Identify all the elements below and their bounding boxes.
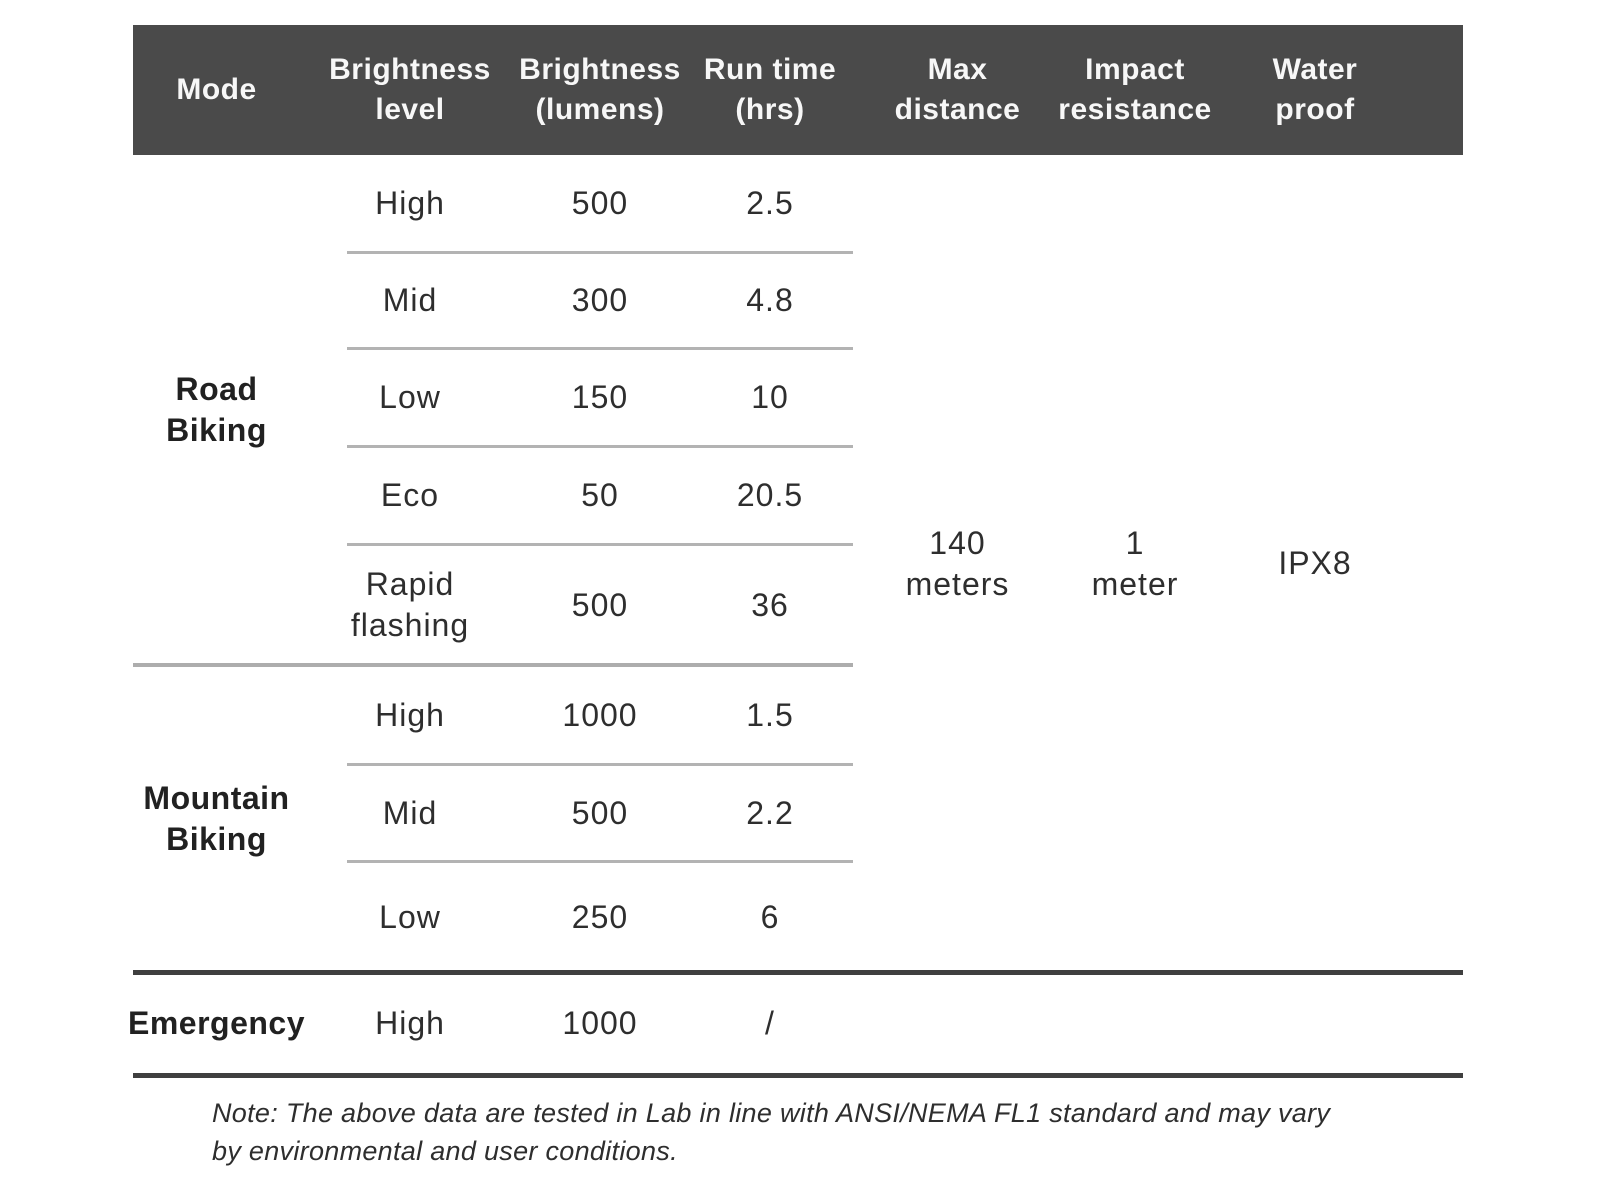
cell-impact-resistance: 1 meter [1091, 524, 1179, 602]
cell-run-time: 1.5 [746, 696, 794, 733]
header-cell-impact-resistance: Impact resistance [1058, 53, 1212, 126]
cell-level: High [375, 696, 445, 733]
spec-table: Mode Brightness level Brightness (lumens… [127, 25, 1463, 1078]
mode-label-road-biking: Road Biking [166, 371, 267, 448]
header-cell-brightness-level: Brightness level [329, 53, 491, 126]
cell-level: Mid [382, 281, 438, 318]
cell-level: Rapid flashing [350, 566, 470, 643]
group-divider [133, 663, 853, 667]
heavy-rule-top [133, 970, 1463, 975]
cell-lumens: 150 [571, 378, 629, 415]
cell-water-proof: IPX8 [1278, 545, 1352, 581]
row-divider [347, 543, 853, 546]
cell-level: Eco [380, 477, 440, 513]
table-header-row: Mode Brightness level Brightness (lumens… [133, 25, 1463, 155]
cell-lumens: 500 [571, 586, 629, 623]
cell-run-time: 4.8 [746, 281, 794, 318]
cell-lumens: 1000 [562, 696, 638, 733]
mode-label-emergency: Emergency [127, 1005, 306, 1041]
footnote: Note: The above data are tested in Lab i… [212, 1098, 1331, 1166]
mode-label-mountain-biking: Mountain Biking [143, 779, 290, 857]
heavy-rule-bottom [133, 1073, 1463, 1078]
table-body: Road Biking Mountain Biking Emergency Hi… [127, 155, 1463, 1078]
cell-lumens: 300 [571, 281, 629, 318]
cell-run-time: 6 [760, 898, 780, 935]
row-divider [347, 347, 853, 350]
cell-run-time: 36 [751, 586, 789, 623]
cell-level: Low [379, 898, 441, 935]
header-cell-brightness-lumens: Brightness (lumens) [519, 53, 681, 126]
cell-level: Low [379, 378, 441, 415]
cell-level: Mid [382, 795, 438, 831]
cell-run-time: 10 [751, 378, 789, 415]
cell-lumens: 500 [571, 795, 629, 831]
cell-run-time: 20.5 [736, 477, 804, 513]
header-cell-run-time: Run time (hrs) [703, 53, 837, 126]
header-cell-max-distance: Max distance [894, 53, 1021, 126]
cell-run-time: / [765, 1005, 775, 1041]
cell-lumens: 500 [571, 185, 629, 221]
cell-run-time: 2.2 [746, 795, 794, 831]
cell-level: High [375, 1005, 445, 1041]
header-cell-mode: Mode [176, 73, 257, 106]
cell-lumens: 1000 [562, 1005, 638, 1041]
cell-run-time: 2.5 [746, 185, 794, 221]
cell-lumens: 50 [581, 477, 619, 513]
row-divider [347, 445, 853, 448]
row-divider [347, 860, 853, 863]
cell-lumens: 250 [571, 898, 629, 935]
cell-level: High [375, 185, 445, 221]
cell-max-distance: 140 meters [905, 524, 1010, 602]
header-cell-water-proof: Water proof [1272, 53, 1358, 126]
row-divider [347, 763, 853, 766]
row-divider [347, 251, 853, 254]
